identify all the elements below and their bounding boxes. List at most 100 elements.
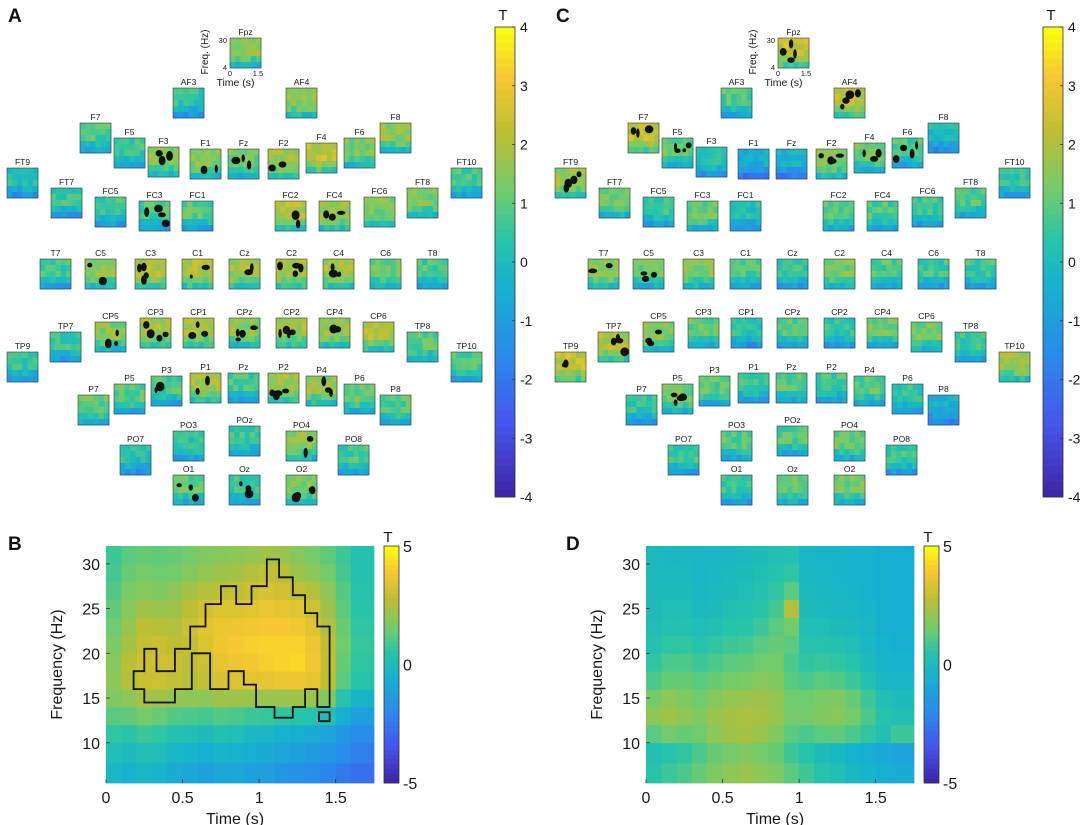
- tile-border: [39, 258, 72, 290]
- heatmap-cell: [274, 742, 291, 764]
- tile-cell: [731, 499, 737, 506]
- tile-cell: [17, 364, 23, 371]
- tile-border: [554, 167, 587, 199]
- inset-ylabel: Freq. (Hz): [200, 30, 211, 75]
- tile-cell: [234, 481, 240, 488]
- colorbar-segment: [1043, 199, 1063, 208]
- tile-cell: [756, 324, 763, 331]
- tile-cell: [243, 149, 249, 156]
- heatmap-cell: [121, 581, 138, 601]
- tile-cell: [859, 382, 865, 389]
- tile-cell: [831, 391, 837, 398]
- tile-cell: [344, 207, 351, 214]
- tile-cell: [105, 197, 111, 204]
- tile-cell: [731, 342, 737, 349]
- tile-cell: [249, 444, 256, 451]
- electrode-label: PO8: [893, 434, 910, 444]
- heatmap-cell: [829, 599, 846, 618]
- tile-cell: [32, 192, 39, 199]
- tile-cell: [296, 499, 302, 506]
- tile-cell: [183, 449, 189, 456]
- tile-cell: [134, 144, 141, 151]
- colorbar-segment: [924, 593, 939, 599]
- tile-cell: [797, 277, 804, 284]
- tile-cell: [422, 338, 428, 345]
- electrode-label: CP5: [102, 311, 119, 321]
- tile-cell: [714, 376, 720, 383]
- colorbar-segment: [495, 316, 515, 326]
- tile-cell: [100, 203, 106, 210]
- tile-cell: [663, 215, 670, 222]
- electrode-label: FC1: [737, 190, 753, 200]
- tile-cell: [975, 344, 982, 351]
- tile-cell: [190, 385, 196, 392]
- heatmap-cell: [151, 671, 168, 690]
- tile-cell: [618, 344, 625, 351]
- tile-cell: [699, 388, 705, 395]
- tile-cell: [338, 445, 344, 452]
- tile-cell: [839, 336, 845, 343]
- heatmap-cell: [213, 762, 229, 784]
- x-tick-label: 0: [642, 790, 651, 807]
- tile-cell: [207, 283, 214, 290]
- tile-cell: [653, 322, 659, 329]
- tile-cell: [268, 161, 274, 168]
- electrode-po8: PO8: [885, 434, 918, 476]
- colorbar-segment: [924, 745, 939, 751]
- tile-cell: [390, 259, 397, 266]
- tile-cell: [672, 408, 678, 415]
- tile-cell: [703, 324, 709, 331]
- tile-cell: [395, 271, 402, 278]
- tile-cell: [798, 56, 805, 63]
- tile-cell: [417, 283, 423, 290]
- tile-cell: [140, 318, 146, 325]
- heatmap-cell: [335, 762, 352, 784]
- tile-cell: [324, 324, 330, 331]
- tile-cell: [198, 431, 205, 438]
- tile-cell: [859, 475, 866, 482]
- tile-cell: [405, 147, 412, 154]
- tile-cell: [349, 390, 355, 397]
- panel-letter-b: B: [8, 534, 22, 555]
- tile-cell: [311, 431, 318, 438]
- tile-cell: [672, 138, 678, 145]
- tile-cell: [608, 259, 615, 266]
- tile-cell: [343, 469, 349, 476]
- tile-cell: [849, 330, 856, 337]
- tile-cell: [707, 219, 714, 226]
- tile-cell: [741, 493, 748, 500]
- tile-cell: [286, 112, 292, 119]
- electrode-label: FC6: [919, 186, 935, 196]
- tile-cell: [422, 259, 428, 266]
- tile-cell: [173, 171, 180, 178]
- tile-cell: [85, 271, 91, 278]
- tile-cell: [51, 188, 57, 195]
- significance-mark: [239, 481, 243, 487]
- tile-cell: [575, 370, 582, 377]
- tile-cell: [129, 396, 135, 403]
- heatmap-cell: [136, 546, 153, 565]
- tile-cell: [882, 225, 888, 232]
- tile-cell: [887, 324, 894, 331]
- tile-cell: [692, 201, 698, 208]
- tile-cell: [943, 129, 949, 136]
- tile-cell: [580, 174, 587, 181]
- tile-cell: [653, 123, 660, 130]
- panel-letter-d: D: [566, 534, 580, 555]
- tile-cell: [83, 413, 89, 420]
- tile-cell: [311, 88, 318, 95]
- tile-cell: [999, 180, 1005, 187]
- electrode-label: TP7: [58, 321, 74, 331]
- heatmap-cell: [661, 653, 678, 672]
- tile-cell: [960, 338, 966, 345]
- tile-cell: [960, 200, 966, 207]
- tile-cell: [741, 112, 748, 119]
- tile-cell: [319, 201, 325, 208]
- tile-cell: [881, 259, 887, 266]
- tile-cell: [280, 213, 286, 220]
- tile-cell: [390, 413, 396, 420]
- electrode-label: TP7: [606, 321, 622, 331]
- tile-cell: [896, 271, 903, 278]
- tile-cell: [380, 259, 386, 266]
- tile-cell: [859, 400, 865, 407]
